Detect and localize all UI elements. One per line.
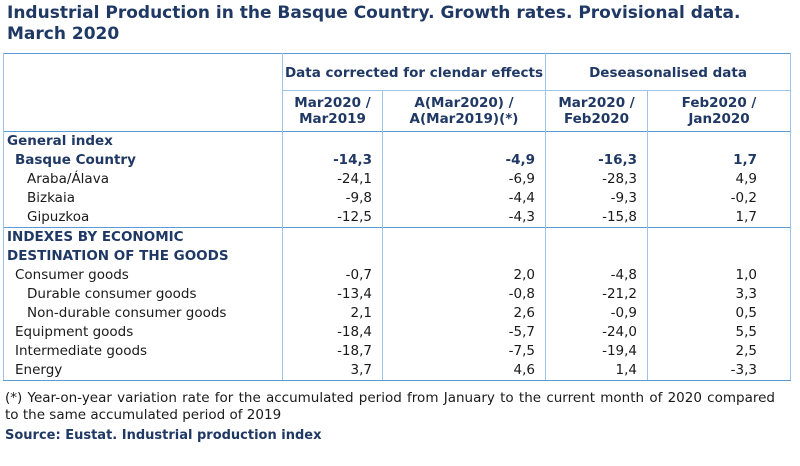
cell-value: -12,5: [282, 208, 383, 228]
cell-value: 3,3: [647, 285, 792, 304]
cell-value: -9,8: [282, 189, 383, 208]
cell-value: -4,8: [545, 266, 649, 285]
section-label-economic-line2: DESTINATION OF THE GOODS: [3, 247, 283, 266]
cell-value: 4,9: [647, 170, 792, 189]
table-row: Araba/Álava -24,1 -6,9 -28,3 4,9: [3, 170, 792, 189]
row-label: Araba/Álava: [3, 170, 283, 189]
cell-value: 2,1: [282, 304, 383, 323]
row-label: Equipment goods: [3, 323, 283, 342]
header-col-accumulated: A(Mar2020) / A(Mar2019)(*): [381, 90, 547, 132]
cell-value: -14,3: [282, 151, 383, 170]
cell-value: -19,4: [545, 342, 649, 361]
section-label-general: General index: [3, 131, 283, 151]
cell-value: -3,3: [647, 361, 792, 381]
cell-value: -24,1: [282, 170, 383, 189]
cell-value: -24,0: [545, 323, 649, 342]
cell-value: -5,7: [381, 323, 547, 342]
cell-value: -0,8: [381, 285, 547, 304]
cell-value: 1,0: [647, 266, 792, 285]
cell-value: -4,4: [381, 189, 547, 208]
cell-value: -0,9: [545, 304, 649, 323]
header-col-feb2020-jan2020: Feb2020 / Jan2020: [647, 90, 792, 132]
table-row: Consumer goods -0,7 2,0 -4,8 1,0: [3, 266, 792, 285]
cell-value: -9,3: [545, 189, 649, 208]
footnote: (*) Year-on-year variation rate for the …: [5, 390, 775, 423]
growth-rates-table: Data corrected for clendar effects Desea…: [3, 53, 792, 381]
row-label: Bizkaia: [3, 189, 283, 208]
source-line: Source: Eustat. Industrial production in…: [5, 428, 322, 443]
cell-value: 0,5: [647, 304, 792, 323]
header-group-deseasonalised: Deseasonalised data: [545, 53, 792, 91]
header-row-groups: Data corrected for clendar effects Desea…: [3, 53, 792, 132]
cell-value: -28,3: [545, 170, 649, 189]
header-blank-cell: [3, 53, 283, 132]
cell-value: 2,5: [647, 342, 792, 361]
table-row: Basque Country -14,3 -4,9 -16,3 1,7: [3, 151, 792, 170]
table-title: Industrial Production in the Basque Coun…: [7, 3, 741, 44]
section-row-economic-2: DESTINATION OF THE GOODS: [3, 247, 792, 266]
section-row-general: General index: [3, 131, 792, 151]
table-row: Equipment goods -18,4 -5,7 -24,0 5,5: [3, 323, 792, 342]
table-row: Non-durable consumer goods 2,1 2,6 -0,9 …: [3, 304, 792, 323]
cell-value: -16,3: [545, 151, 649, 170]
cell-value: 2,0: [381, 266, 547, 285]
row-label: Gipuzkoa: [3, 208, 283, 228]
cell-value: -13,4: [282, 285, 383, 304]
cell-value: 4,6: [381, 361, 547, 381]
table-row: Bizkaia -9,8 -4,4 -9,3 -0,2: [3, 189, 792, 208]
table-row: Durable consumer goods -13,4 -0,8 -21,2 …: [3, 285, 792, 304]
cell-value: -0,7: [282, 266, 383, 285]
cell-value: 1,7: [647, 151, 792, 170]
cell-value: -4,3: [381, 208, 547, 228]
cell-value: -21,2: [545, 285, 649, 304]
section-row-economic: INDEXES BY ECONOMIC: [3, 227, 792, 247]
cell-value: -6,9: [381, 170, 547, 189]
cell-value: -18,7: [282, 342, 383, 361]
cell-value: 2,6: [381, 304, 547, 323]
cell-value: 1,4: [545, 361, 649, 381]
row-label: Durable consumer goods: [3, 285, 283, 304]
table-row: Energy 3,7 4,6 1,4 -3,3: [3, 361, 792, 381]
header-col-mar2020-mar2019: Mar2020 / Mar2019: [282, 90, 383, 132]
cell-value: 3,7: [282, 361, 383, 381]
cell-value: 1,7: [647, 208, 792, 228]
row-label: Energy: [3, 361, 283, 381]
cell-value: -0,2: [647, 189, 792, 208]
table-row: Gipuzkoa -12,5 -4,3 -15,8 1,7: [3, 208, 792, 228]
header-col-mar2020-feb2020: Mar2020 / Feb2020: [545, 90, 649, 132]
header-group-calendar-corrected: Data corrected for clendar effects: [281, 53, 547, 91]
row-label: Intermediate goods: [3, 342, 283, 361]
cell-value: -4,9: [381, 151, 547, 170]
cell-value: -15,8: [545, 208, 649, 228]
cell-value: -7,5: [381, 342, 547, 361]
row-label: Non-durable consumer goods: [3, 304, 283, 323]
cell-value: 5,5: [647, 323, 792, 342]
section-label-economic-line1: INDEXES BY ECONOMIC: [3, 227, 283, 247]
header-row-columns: Mar2020 / Mar2019 A(Mar2020) / A(Mar2019…: [3, 90, 792, 132]
cell-value: -18,4: [282, 323, 383, 342]
row-label: Basque Country: [3, 151, 283, 170]
row-label: Consumer goods: [3, 266, 283, 285]
table-row: Intermediate goods -18,7 -7,5 -19,4 2,5: [3, 342, 792, 361]
